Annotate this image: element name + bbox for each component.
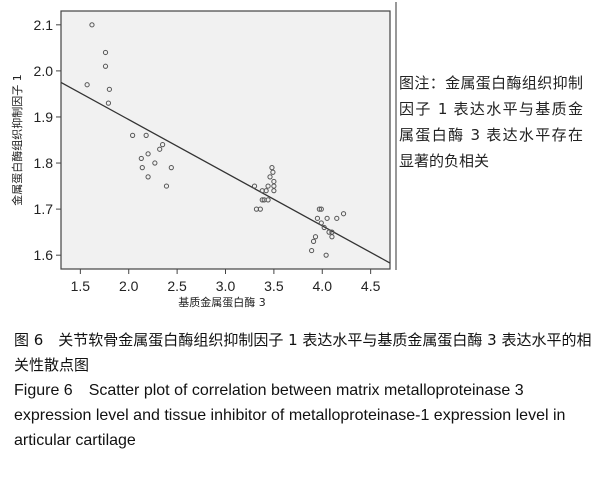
data-point (143, 132, 149, 138)
caption-chinese: 图 6 关节软骨金属蛋白酶组织抑制因子 1 表达水平与基质金属蛋白酶 3 表达水… (14, 331, 592, 374)
plot-area (60, 10, 391, 270)
data-point (89, 22, 95, 28)
caption-english: Figure 6 Scatter plot of correlation bet… (14, 382, 566, 449)
data-point (157, 146, 163, 152)
data-point (329, 229, 335, 235)
data-point (340, 211, 347, 217)
data-point (310, 238, 317, 244)
data-point (102, 49, 109, 56)
data-point (323, 252, 329, 258)
data-point (152, 160, 158, 166)
data-point (168, 165, 174, 171)
data-points (84, 22, 347, 258)
y-tick-label: 1.9 (34, 109, 54, 125)
data-point (316, 206, 322, 212)
x-tick-label: 4.0 (313, 278, 333, 294)
y-tick-label: 2.0 (34, 63, 54, 79)
data-point (324, 215, 330, 221)
x-tick-label: 2.5 (167, 278, 187, 294)
side-note: 图注：金属蛋白酶组织抑制因子 1 表达水平与基质金属蛋白酶 3 表达水平存在显著… (399, 74, 583, 170)
data-point (145, 174, 151, 180)
data-point (318, 206, 324, 212)
data-point (163, 183, 170, 189)
data-point (270, 169, 276, 175)
data-point (160, 142, 166, 148)
data-point (145, 151, 151, 157)
x-tick-label: 3.5 (264, 278, 284, 294)
data-point (309, 247, 315, 254)
data-point (263, 188, 269, 194)
data-point (265, 197, 271, 203)
data-point (251, 183, 258, 189)
data-point (105, 100, 112, 106)
y-tick-label: 2.1 (34, 17, 54, 33)
data-point (321, 224, 327, 231)
scatter-chart: 1.5 2.0 2.5 3.0 3.5 4.0 4.51.61.71.81.92.02.1 … (10, 2, 397, 309)
data-point (139, 165, 145, 171)
data-point (84, 82, 90, 88)
y-axis-title: 金属蛋白酶组织抑制因子 1 (10, 74, 24, 206)
data-point (267, 174, 273, 180)
y-tick-label: 1.8 (34, 155, 54, 171)
data-point (138, 155, 144, 162)
fit-line-layer (60, 81, 391, 264)
data-point (265, 183, 271, 189)
x-tick-label: 1.5 (71, 278, 91, 294)
axis-ticks: 1.5 2.0 2.5 3.0 3.5 4.0 4.5 1.6 1.7 1.8 1.9 2.0 2.1 (34, 17, 381, 294)
data-point (326, 229, 332, 235)
figure-caption: 图 6 关节软骨金属蛋白酶组织抑制因子 1 表达水平与基质金属蛋白酶 3 表达水… (14, 328, 599, 453)
x-tick-label: 3.0 (216, 278, 236, 294)
y-tick-label: 1.6 (34, 247, 54, 263)
data-point (271, 178, 277, 185)
y-tick-label: 1.7 (34, 201, 54, 217)
x-tick-label: 2.0 (119, 278, 139, 294)
data-point (314, 215, 321, 221)
x-axis-title: 基质金属蛋白酶 3 (178, 295, 266, 309)
data-point (334, 215, 340, 221)
data-point (318, 220, 324, 226)
data-point (259, 197, 265, 203)
regression-line (60, 81, 391, 264)
data-point (269, 165, 275, 171)
data-point (312, 234, 319, 240)
data-point (257, 206, 263, 212)
data-point (130, 132, 136, 138)
data-point (106, 86, 112, 92)
data-point (102, 63, 109, 69)
x-tick-label: 4.5 (361, 278, 381, 294)
